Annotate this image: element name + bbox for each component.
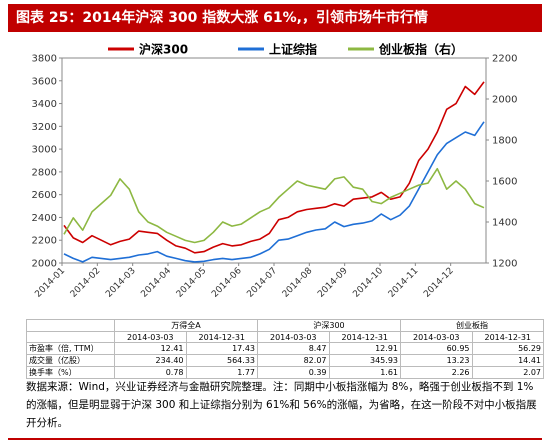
date-header: 2014-03-03 [257,331,330,343]
y-left-tick-label: 2600 [32,190,57,201]
y-right-tick-label: 1400 [492,218,517,229]
x-tick-label: 2014-07 [245,266,279,300]
table-cell: 12.91 [328,342,401,355]
y-right-tick-label: 1600 [492,177,517,188]
group-header: 沪深300 [257,319,401,332]
group-header: 创业板指 [400,319,544,332]
x-tick-label: 2014-11 [387,266,421,300]
table-cell: 234.40 [114,354,187,367]
table-cell: 2.07 [471,366,544,379]
table-row: 成交量（亿股） 234.40 564.33 82.07 345.93 13.23… [26,354,544,367]
x-tick-label: 2014-03 [104,266,138,300]
y-left-tick-label: 3600 [32,76,57,87]
table-cell: 17.43 [185,342,258,355]
table-corner [26,331,115,343]
x-tick-label: 2014-01 [33,266,67,300]
date-header: 2014-03-03 [400,331,473,343]
y-left-tick-label: 2400 [32,213,57,224]
legend-label: 沪深300 [139,42,188,57]
x-tick-label: 2014-12 [422,266,456,300]
table-cell: 8.47 [257,342,330,355]
table-cell: 0.39 [257,366,330,379]
date-header: 2014-12-31 [471,331,544,343]
y-right-tick-label: 2000 [492,95,517,106]
series-line-0 [63,81,485,254]
x-tick-label: 2014-10 [351,266,385,300]
plot-frame [61,57,487,264]
group-header: 万得全A [114,319,258,332]
table-row: 市盈率（倍, TTM） 12.41 17.43 8.47 12.91 60.95… [26,342,544,355]
y-right-tick-label: 1800 [492,136,517,147]
x-tick-label: 2014-05 [175,266,209,300]
x-tick-label: 2014-06 [210,266,244,300]
y-right-tick-label: 2200 [492,54,517,65]
line-chart: 2000 2200 2400 2600 2800 3000 3200 3400 3600 3800… [32,42,518,300]
y-left-tick-label: 3400 [32,99,57,110]
table-cell: 60.95 [400,342,473,355]
date-header: 2014-12-31 [328,331,401,343]
legend-label: 创业板指（右） [378,42,463,57]
y-left-tick-label: 3000 [32,145,57,156]
table-row: 换手率（%） 0.78 1.77 0.39 1.61 2.26 2.07 [26,366,544,379]
date-header: 2014-03-03 [114,331,187,343]
table-cell: 13.23 [400,354,473,367]
row-label: 市盈率（倍, TTM） [26,342,115,355]
row-label: 换手率（%） [26,366,115,379]
x-tick-label: 2014-04 [139,266,173,300]
table-date-row: 2014-03-03 2014-12-31 2014-03-03 2014-12… [26,331,544,343]
table-cell: 56.29 [471,342,544,355]
date-header: 2014-12-31 [185,331,258,343]
x-tick-label: 2014-09 [316,266,350,300]
figure-title: 图表 25：2014年沪深 300 指数大涨 61%,，引领市场牛市行情 [8,4,542,32]
y-left-tick-label: 3200 [32,122,57,133]
series-line-1 [63,121,485,263]
table-cell: 564.33 [185,354,258,367]
x-tick-label: 2014-08 [281,266,315,300]
y-left-tick-label: 2000 [32,259,57,270]
table-cell: 14.41 [471,354,544,367]
note-frame [8,372,542,440]
y-left-tick-label: 2200 [32,236,57,247]
table-cell: 1.77 [185,366,258,379]
y-left-tick-label: 2800 [32,167,57,178]
table-corner [26,319,115,332]
row-label: 成交量（亿股） [26,354,115,367]
stats-table: 万得全A 沪深300 创业板指 2014-03-03 2014-12-31 20… [26,319,544,379]
table-cell: 12.41 [114,342,187,355]
table-cell: 82.07 [257,354,330,367]
y-right-tick-label: 1200 [492,259,517,270]
x-tick-label: 2014-02 [69,266,103,300]
y-left-tick-label: 3800 [32,54,57,65]
table-group-row: 万得全A 沪深300 创业板指 [26,319,544,332]
table-cell: 345.93 [328,354,401,367]
source-note: 数据来源：Wind，兴业证券经济与金融研究院整理。注：同期中小板指涨幅为 8%，… [26,381,537,429]
legend-label: 上证综指 [269,42,317,57]
series-line-2 [63,167,485,244]
